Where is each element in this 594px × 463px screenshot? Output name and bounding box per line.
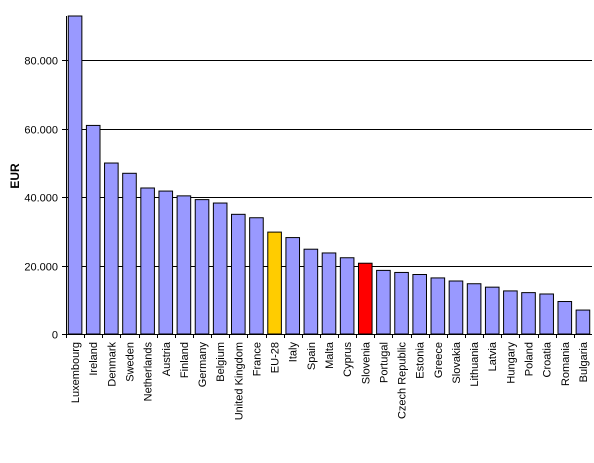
x-tick-label: Italy	[288, 342, 300, 363]
x-tick-label: Latvia	[487, 341, 499, 371]
bar-denmark	[104, 162, 119, 335]
bar-eu-28	[267, 231, 282, 335]
x-tick-labels: Luxembourg Ireland Denmark Sweden Netherland…	[66, 334, 590, 420]
bar-ireland	[85, 124, 101, 335]
bar-italy	[285, 237, 301, 335]
bar-bulgaria	[575, 309, 591, 335]
x-tick-label: Slovakia	[451, 341, 463, 383]
x-tick-label: Luxembourg	[70, 342, 82, 403]
x-tick-label: Ireland	[88, 342, 100, 376]
x-tick-label: Slovenia	[360, 341, 372, 384]
x-tick-label: Romania	[560, 341, 572, 386]
bar-belgium	[212, 202, 228, 335]
bars	[67, 15, 591, 335]
x-tick-label: Portugal	[378, 342, 390, 383]
x-tick-label: Netherlands	[143, 342, 155, 402]
bar-portugal	[376, 269, 391, 335]
bar-czech-republic	[394, 271, 409, 335]
y-tick-label: 40.000	[24, 193, 58, 205]
y-tick-label: 20.000	[24, 262, 58, 274]
bar-malta	[321, 252, 337, 335]
bar-estonia	[412, 274, 427, 335]
x-tick-label: Austria	[161, 341, 173, 376]
axes	[66, 16, 592, 335]
x-tick-label: Denmark	[106, 342, 118, 387]
x-tick-label: EU-28	[270, 342, 282, 373]
bar-latvia	[484, 286, 500, 335]
bar-lithuania	[466, 283, 482, 335]
bar-germany	[194, 199, 210, 335]
bar-spain	[303, 248, 319, 335]
y-tick-labels: 0 20.000 40.000 60.000 80.000	[24, 56, 66, 342]
x-tick-label: Cyprus	[342, 342, 354, 377]
x-tick-label: Belgium	[215, 342, 227, 382]
x-tick-label: France	[251, 342, 263, 376]
y-tick-label: 60.000	[24, 125, 58, 137]
x-tick-label: Lithuania	[469, 341, 481, 387]
y-tick-label: 0	[52, 330, 58, 342]
x-tick-label: Greece	[433, 342, 445, 378]
x-tick-label: Bulgaria	[578, 341, 590, 382]
bar-croatia	[539, 293, 554, 335]
x-tick-label: Sweden	[124, 342, 136, 382]
x-tick-label: Poland	[524, 342, 536, 376]
bar-cyprus	[339, 257, 355, 335]
bar-austria	[158, 190, 174, 335]
x-tick-label: United Kingdom	[233, 342, 245, 420]
x-tick-label: Croatia	[542, 341, 554, 377]
bar-poland	[521, 292, 536, 335]
bar-slovakia	[448, 280, 464, 335]
x-tick-label: Hungary	[505, 342, 517, 384]
bar-romania	[557, 301, 573, 335]
y-axis-label: EUR	[8, 163, 22, 189]
bar-france	[249, 217, 264, 335]
bar-hungary	[503, 290, 518, 335]
x-tick-label: Spain	[306, 342, 318, 370]
bar-netherlands	[140, 187, 155, 335]
bar-sweden	[122, 172, 137, 335]
x-tick-label: Finland	[179, 342, 191, 378]
x-tick-label: Estonia	[415, 341, 427, 379]
y-tick-label: 80.000	[24, 56, 58, 68]
bar-luxembourg	[67, 15, 83, 335]
x-tick-label: Czech Republic	[397, 342, 409, 420]
bar-greece	[430, 277, 446, 335]
bar-slovenia	[357, 262, 373, 335]
bar-united-kingdom	[231, 213, 246, 335]
bar-finland	[176, 195, 192, 335]
x-tick-label: Germany	[197, 342, 209, 388]
x-tick-label: Malta	[324, 341, 336, 369]
